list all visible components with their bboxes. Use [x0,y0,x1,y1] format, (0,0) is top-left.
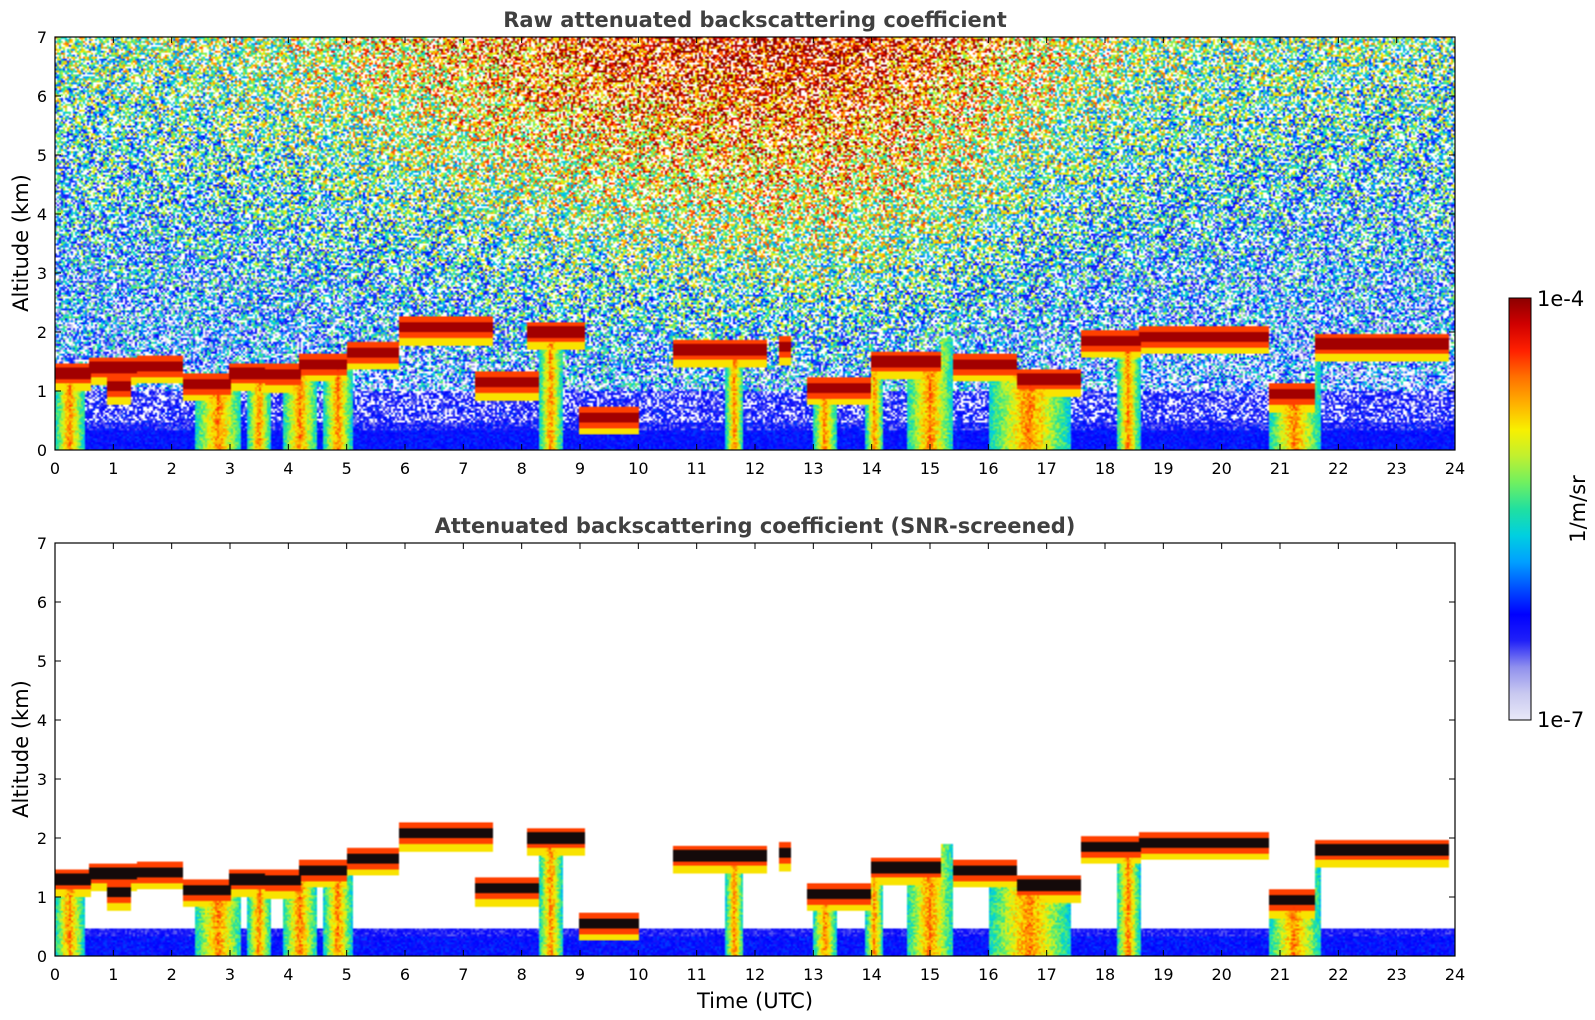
y-tick-label: 3 [37,770,47,789]
y-tick-label: 1 [37,888,47,907]
x-tick-label: 4 [283,459,293,478]
x-tick-label: 1 [108,459,118,478]
x-tick-label: 16 [978,459,998,478]
x-tick-label: 24 [1445,965,1465,984]
x-tick-label: 2 [167,965,177,984]
y-tick-label: 5 [37,146,47,165]
x-tick-label: 0 [50,965,60,984]
panel2-title: Attenuated backscattering coefficient (S… [435,514,1076,538]
y-tick-label: 0 [37,947,47,966]
x-tick-label: 14 [861,459,881,478]
x-tick-label: 20 [1211,965,1231,984]
x-tick-label: 3 [225,459,235,478]
x-tick-label: 9 [575,459,585,478]
y-tick-label: 1 [37,382,47,401]
colorbar-max-label: 1e-4 [1537,287,1584,311]
panel2-heatmap [55,543,1455,956]
x-tick-label: 1 [108,965,118,984]
x-tick-label: 15 [920,965,940,984]
x-tick-label: 2 [167,459,177,478]
x-tick-label: 13 [803,965,823,984]
x-tick-label: 4 [283,965,293,984]
colorbar-min-label: 1e-7 [1537,708,1584,732]
x-tick-label: 16 [978,965,998,984]
x-tick-label: 19 [1153,965,1173,984]
x-tick-label: 0 [50,459,60,478]
panel1-ylabel: Altitude (km) [9,174,33,312]
x-tick-label: 17 [1036,965,1056,984]
x-tick-label: 13 [803,459,823,478]
x-tick-label: 3 [225,965,235,984]
x-tick-label: 12 [745,459,765,478]
x-tick-label: 5 [342,965,352,984]
x-tick-label: 12 [745,965,765,984]
y-tick-label: 4 [37,205,47,224]
x-tick-label: 5 [342,459,352,478]
x-tick-label: 6 [400,459,410,478]
panel2-ylabel: Altitude (km) [9,680,33,818]
y-tick-label: 4 [37,711,47,730]
panel2-xlabel: Time (UTC) [696,989,813,1013]
x-tick-label: 15 [920,459,940,478]
x-tick-label: 22 [1328,459,1348,478]
colorbar [1508,297,1532,721]
y-tick-label: 6 [37,593,47,612]
x-tick-label: 10 [628,965,648,984]
x-tick-label: 17 [1036,459,1056,478]
x-tick-label: 18 [1095,965,1115,984]
x-tick-label: 7 [458,965,468,984]
panel1-heatmap [55,37,1455,450]
y-tick-label: 0 [37,441,47,460]
y-tick-label: 2 [37,829,47,848]
x-tick-label: 6 [400,965,410,984]
x-tick-label: 21 [1270,965,1290,984]
y-tick-label: 7 [37,28,47,47]
x-tick-label: 19 [1153,459,1173,478]
colorbar-units-label: 1/m/sr [1566,475,1590,543]
x-tick-label: 23 [1386,459,1406,478]
x-tick-label: 9 [575,965,585,984]
panel1-title: Raw attenuated backscattering coefficien… [503,8,1007,32]
x-tick-label: 11 [686,965,706,984]
y-tick-label: 7 [37,534,47,553]
x-tick-label: 22 [1328,965,1348,984]
x-tick-label: 24 [1445,459,1465,478]
panel1-ticks: 0 1 2 3 4 5 6 7 8 9 10 11 12 13 14 15 16 17 18 19 20 21 22 23 24… [37,28,1465,478]
x-tick-label: 14 [861,965,881,984]
y-tick-label: 2 [37,323,47,342]
x-tick-label: 10 [628,459,648,478]
x-tick-label: 11 [686,459,706,478]
y-tick-label: 3 [37,264,47,283]
y-tick-label: 5 [37,652,47,671]
x-tick-label: 8 [517,965,527,984]
y-tick-label: 6 [37,87,47,106]
x-tick-label: 8 [517,459,527,478]
x-tick-label: 23 [1386,965,1406,984]
x-tick-label: 7 [458,459,468,478]
x-tick-label: 21 [1270,459,1290,478]
x-tick-label: 18 [1095,459,1115,478]
panel2-ticks: 0 1 2 3 4 5 6 7 8 9 10 11 12 13 14 15 16 17 18 19 20 21 22 23 24… [37,534,1465,984]
x-tick-label: 20 [1211,459,1231,478]
